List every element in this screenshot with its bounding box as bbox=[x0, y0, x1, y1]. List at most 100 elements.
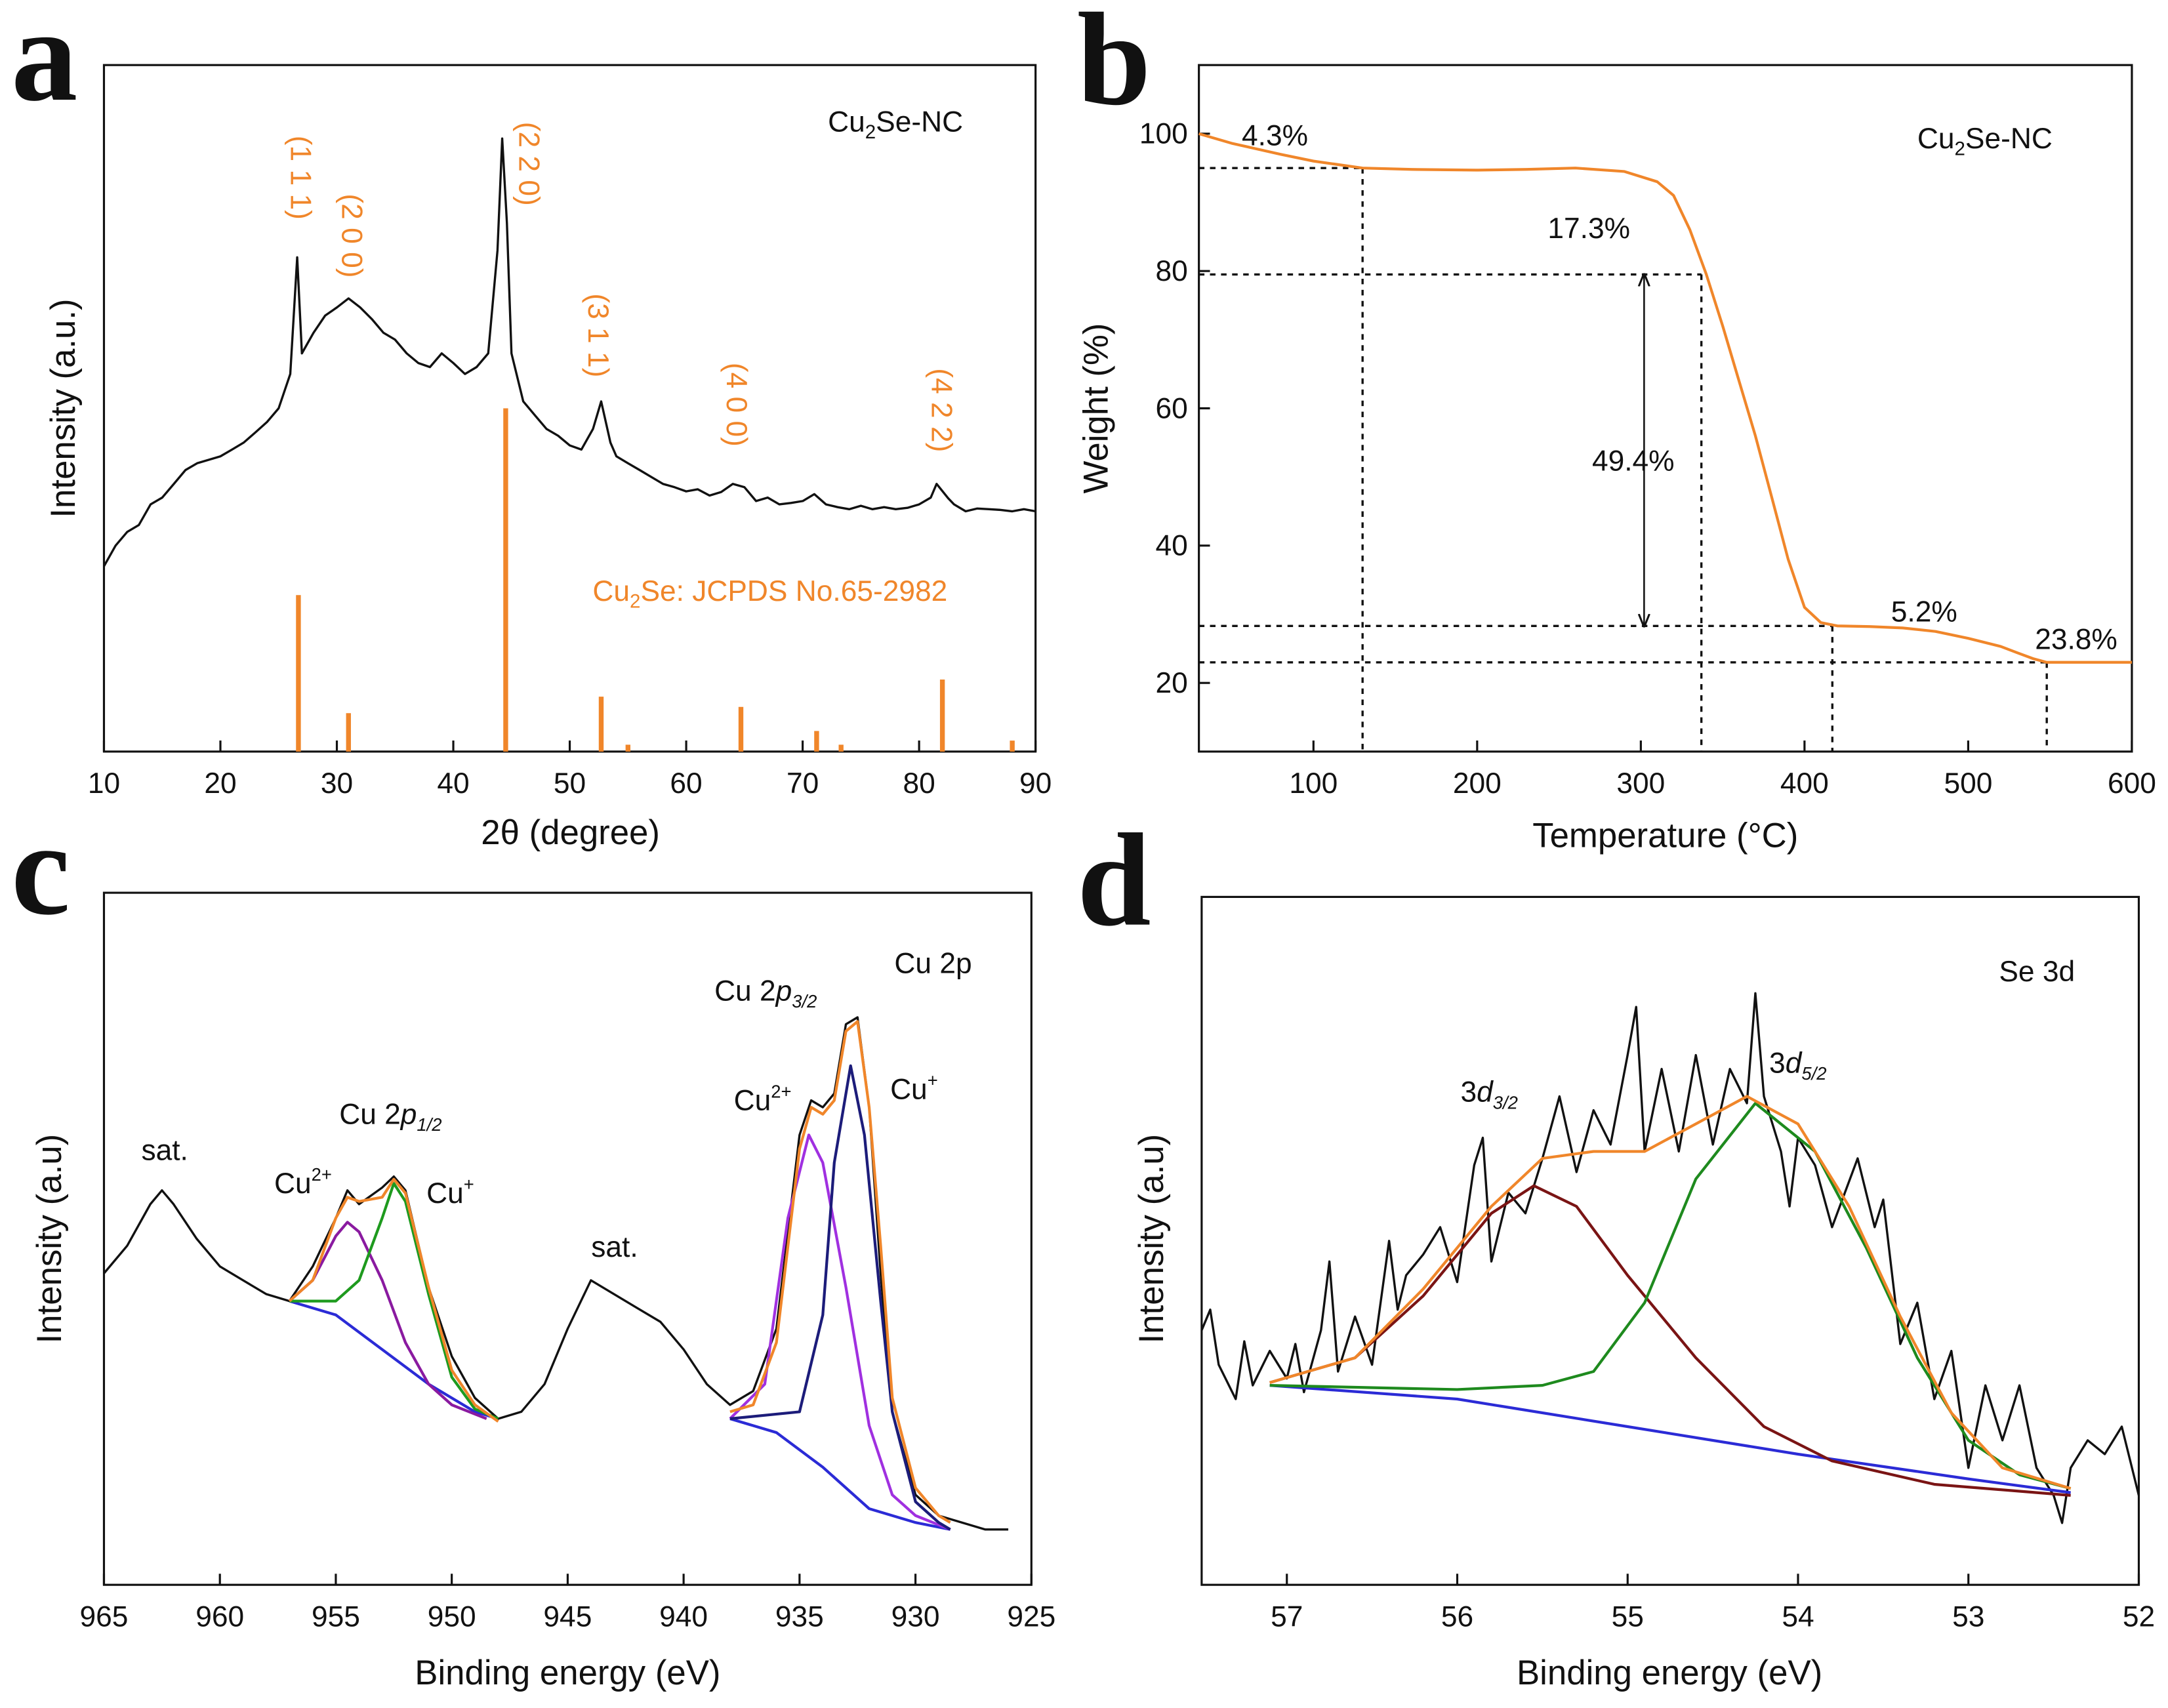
data-line bbox=[289, 1299, 499, 1420]
plot-frame bbox=[1200, 895, 2140, 1586]
annotation: 17.3% bbox=[1547, 213, 1630, 245]
t: 2+ bbox=[771, 1081, 791, 1101]
t: Cu bbox=[828, 106, 865, 138]
plot-frame bbox=[102, 891, 1033, 1586]
peak-label: (1 1 1) bbox=[284, 136, 316, 220]
x-tick-label: 600 bbox=[2108, 767, 2156, 800]
t: 2+ bbox=[312, 1164, 332, 1185]
t: 3/2 bbox=[1493, 1092, 1518, 1112]
x-tick-label: 70 bbox=[787, 767, 819, 800]
panel-letter: a bbox=[11, 0, 77, 129]
x-tick-label: 80 bbox=[903, 767, 935, 800]
x-tick-label: 53 bbox=[1952, 1600, 1984, 1633]
sample-label: Cu2Se-NC bbox=[1917, 123, 2053, 160]
t: 5/2 bbox=[1801, 1063, 1826, 1084]
x-tick-label: 54 bbox=[1782, 1600, 1814, 1633]
x-tick-label: 950 bbox=[428, 1600, 476, 1633]
reference-label: Cu2Se: JCPDS No.65-2982 bbox=[592, 575, 947, 613]
annotation: 4.3% bbox=[1242, 120, 1308, 152]
t: 3 bbox=[1769, 1047, 1786, 1079]
data-line bbox=[289, 1182, 499, 1420]
data-line bbox=[1269, 1095, 2072, 1490]
y-tick-label: 20 bbox=[1155, 667, 1187, 699]
t: d bbox=[1477, 1076, 1494, 1108]
panel-letter: c bbox=[11, 795, 70, 943]
y-label: Intensity (a.u.) bbox=[44, 298, 83, 518]
x-label: Temperature (°C) bbox=[1532, 816, 1798, 855]
x-tick-label: 200 bbox=[1453, 767, 1502, 800]
panel-letter: d bbox=[1077, 806, 1151, 954]
annotation: Cu+ bbox=[426, 1174, 474, 1210]
peak-label: (3 1 1) bbox=[582, 293, 614, 377]
x-tick-label: 57 bbox=[1271, 1600, 1303, 1633]
x-tick-label: 935 bbox=[775, 1600, 824, 1633]
x-tick-label: 90 bbox=[1019, 767, 1052, 800]
t: Cu bbox=[734, 1084, 771, 1116]
data-line bbox=[288, 1221, 487, 1420]
x-tick-label: 945 bbox=[543, 1600, 592, 1633]
x-tick-label: 50 bbox=[554, 767, 586, 800]
data-line bbox=[1200, 992, 2140, 1524]
annotation: Cu 2p1/2 bbox=[339, 1098, 441, 1135]
y-label: Weight (%) bbox=[1076, 323, 1115, 494]
x-tick-label: 955 bbox=[312, 1600, 360, 1633]
x-tick-label: 400 bbox=[1780, 767, 1829, 800]
t: + bbox=[464, 1174, 474, 1194]
data-line bbox=[1198, 132, 2132, 664]
peak-label: (2 2 0) bbox=[513, 122, 545, 206]
x-tick-label: 20 bbox=[204, 767, 236, 800]
t: 2 bbox=[630, 590, 640, 612]
x-tick-label: 40 bbox=[437, 767, 469, 800]
annotation: Cu 2p bbox=[894, 947, 972, 979]
data-line bbox=[288, 1177, 499, 1423]
y-tick-label: 100 bbox=[1139, 118, 1188, 150]
y-label: Intensity (a.u) bbox=[1132, 1134, 1171, 1344]
x-label: Binding energy (eV) bbox=[415, 1654, 720, 1692]
t: Cu bbox=[592, 575, 630, 607]
x-tick-label: 100 bbox=[1289, 767, 1338, 800]
t: 3 bbox=[1460, 1076, 1477, 1108]
data-line bbox=[729, 1133, 951, 1531]
t: Cu 2 bbox=[339, 1098, 401, 1130]
annotation: 23.8% bbox=[2035, 624, 2117, 656]
t: Cu bbox=[1917, 123, 1955, 155]
plot-frame bbox=[102, 64, 1037, 753]
x-tick-label: 55 bbox=[1612, 1600, 1644, 1633]
t: + bbox=[928, 1070, 938, 1091]
x-tick-label: 960 bbox=[195, 1600, 244, 1633]
data-line bbox=[729, 1020, 951, 1524]
t: Se: JCPDS No.65-2982 bbox=[640, 575, 947, 607]
t: Cu bbox=[426, 1177, 464, 1210]
x-tick-label: 965 bbox=[80, 1600, 129, 1633]
t: Se-NC bbox=[1965, 123, 2053, 155]
x-tick-label: 60 bbox=[670, 767, 702, 800]
x-tick-label: 56 bbox=[1441, 1600, 1473, 1633]
annotation: Cu2+ bbox=[734, 1081, 792, 1116]
x-label: Binding energy (eV) bbox=[1517, 1654, 1822, 1692]
t: p bbox=[399, 1098, 417, 1130]
x-label: 2θ (degree) bbox=[481, 813, 660, 852]
x-tick-label: 940 bbox=[659, 1600, 708, 1633]
annotation: sat. bbox=[141, 1134, 188, 1166]
x-tick-label: 300 bbox=[1616, 767, 1665, 800]
sample-label: Cu2Se-NC bbox=[828, 106, 963, 143]
t: Cu 2 bbox=[714, 975, 776, 1007]
annotation: 3d5/2 bbox=[1769, 1047, 1826, 1084]
annotation: Cu+ bbox=[890, 1070, 938, 1106]
peak-label: (4 0 0) bbox=[720, 363, 752, 447]
x-tick-label: 10 bbox=[88, 767, 120, 800]
y-label: Intensity (a.u) bbox=[30, 1134, 69, 1344]
data-line bbox=[1269, 1101, 2072, 1490]
t: 2 bbox=[1954, 138, 1965, 159]
t: Cu bbox=[274, 1168, 312, 1200]
x-tick-label: 500 bbox=[1944, 767, 1992, 800]
t: 3/2 bbox=[792, 991, 817, 1011]
peak-label: (2 0 0) bbox=[335, 193, 367, 277]
x-tick-label: 52 bbox=[2123, 1600, 2155, 1633]
annotation: 3d3/2 bbox=[1460, 1076, 1517, 1113]
data-line bbox=[103, 137, 1036, 567]
data-line bbox=[1269, 1184, 2071, 1497]
peak-label: (4 2 2) bbox=[925, 368, 957, 452]
annotation: 49.4% bbox=[1592, 445, 1675, 477]
